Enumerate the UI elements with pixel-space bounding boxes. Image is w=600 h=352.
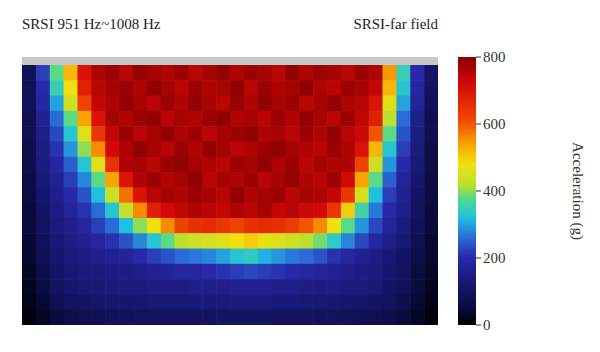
html-text:SRSI-far field: SRSI-far field (353, 16, 438, 32)
svg-text:400: 400 (483, 183, 506, 199)
svg-text:Acceleration (g): Acceleration (g) (569, 142, 586, 240)
svg-text:600: 600 (483, 116, 506, 132)
svg-text:800: 800 (483, 50, 506, 65)
svg-text:200: 200 (483, 250, 506, 266)
html-text:SRSI 951 Hz~1008 Hz: SRSI 951 Hz~1008 Hz (22, 16, 161, 32)
svg-text:0: 0 (483, 317, 491, 332)
